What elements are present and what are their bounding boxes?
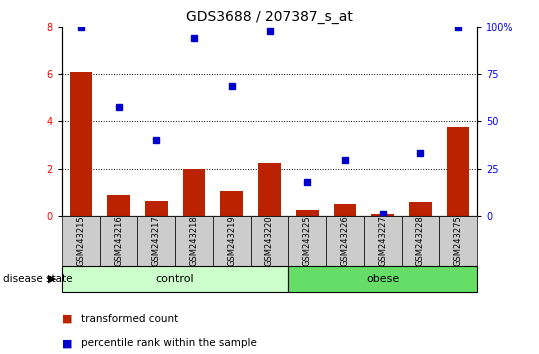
Bar bbox=[326, 216, 364, 266]
Text: GSM243216: GSM243216 bbox=[114, 215, 123, 266]
Text: transformed count: transformed count bbox=[81, 314, 178, 324]
Bar bbox=[213, 216, 251, 266]
Bar bbox=[371, 214, 394, 216]
Bar bbox=[364, 216, 402, 266]
Text: GSM243225: GSM243225 bbox=[303, 215, 312, 266]
Text: GSM243226: GSM243226 bbox=[341, 215, 349, 266]
Text: control: control bbox=[156, 274, 195, 284]
Text: GSM243217: GSM243217 bbox=[152, 215, 161, 266]
Bar bbox=[107, 195, 130, 216]
Text: disease state: disease state bbox=[3, 274, 72, 284]
Bar bbox=[334, 204, 356, 216]
Text: GSM243227: GSM243227 bbox=[378, 215, 387, 266]
Bar bbox=[288, 266, 477, 292]
Bar bbox=[100, 216, 137, 266]
Bar bbox=[439, 216, 477, 266]
Bar bbox=[447, 127, 469, 216]
Text: GSM243228: GSM243228 bbox=[416, 215, 425, 266]
Bar bbox=[296, 210, 319, 216]
Bar bbox=[183, 169, 205, 216]
Bar bbox=[145, 201, 168, 216]
Text: ■: ■ bbox=[62, 338, 72, 348]
Bar bbox=[258, 163, 281, 216]
Bar bbox=[175, 216, 213, 266]
Text: GSM243215: GSM243215 bbox=[77, 215, 85, 266]
Bar bbox=[137, 216, 175, 266]
Bar bbox=[62, 216, 100, 266]
Text: GSM243219: GSM243219 bbox=[227, 215, 236, 266]
Text: percentile rank within the sample: percentile rank within the sample bbox=[81, 338, 257, 348]
Text: ■: ■ bbox=[62, 314, 72, 324]
Bar bbox=[402, 216, 439, 266]
Bar bbox=[251, 216, 288, 266]
Title: GDS3688 / 207387_s_at: GDS3688 / 207387_s_at bbox=[186, 10, 353, 24]
Bar bbox=[220, 191, 243, 216]
Text: GSM243275: GSM243275 bbox=[454, 215, 462, 266]
Bar bbox=[62, 266, 288, 292]
Text: GSM243220: GSM243220 bbox=[265, 215, 274, 266]
Bar bbox=[409, 202, 432, 216]
Bar bbox=[288, 216, 326, 266]
Text: GSM243218: GSM243218 bbox=[190, 215, 198, 266]
Bar bbox=[70, 72, 92, 216]
Text: obese: obese bbox=[366, 274, 399, 284]
Text: ▶: ▶ bbox=[48, 274, 57, 284]
